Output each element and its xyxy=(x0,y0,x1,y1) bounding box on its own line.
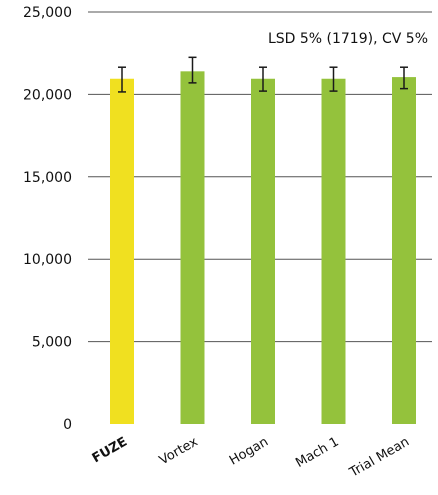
y-tick-label: 0 xyxy=(63,417,72,433)
bars xyxy=(110,71,416,424)
y-tick-label: 10,000 xyxy=(23,252,72,268)
bar xyxy=(110,78,134,424)
y-tick-label: 25,000 xyxy=(23,5,72,21)
error-bar xyxy=(118,66,126,93)
error-bar xyxy=(188,56,197,84)
x-tick-label: Hogan xyxy=(227,434,271,468)
bar xyxy=(392,77,416,424)
error-bars xyxy=(118,56,408,93)
x-axis-category-labels: FUZE Vortex Hogan Mach 1 Trial Mean xyxy=(90,434,412,481)
x-tick-label: FUZE xyxy=(90,434,130,466)
y-tick-label: 5,000 xyxy=(32,335,72,351)
x-tick-label: Mach 1 xyxy=(293,434,341,470)
y-axis-tick-labels: 0 5,000 10,000 15,000 20,000 25,000 xyxy=(23,5,72,433)
y-tick-label: 15,000 xyxy=(23,170,72,186)
chart-annotation: LSD 5% (1719), CV 5% xyxy=(268,31,428,47)
bar xyxy=(321,78,346,424)
x-tick-label: Vortex xyxy=(157,434,201,468)
bar xyxy=(180,71,205,424)
error-bar xyxy=(400,66,408,90)
error-bar xyxy=(259,66,267,92)
bar xyxy=(251,78,275,424)
x-tick-label: Trial Mean xyxy=(346,434,412,481)
error-bar xyxy=(329,66,338,92)
y-tick-label: 20,000 xyxy=(23,87,72,103)
